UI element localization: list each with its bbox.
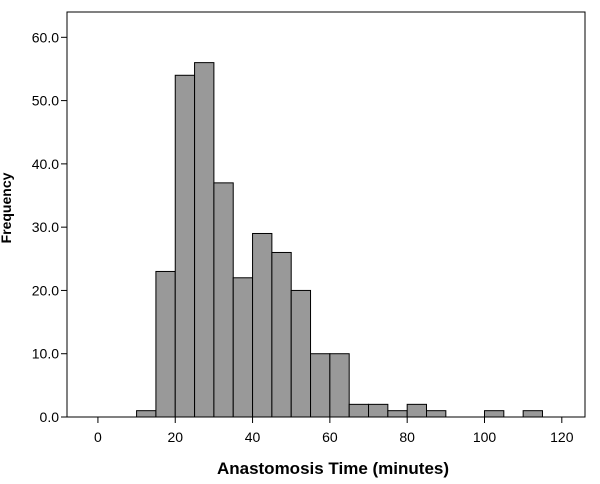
histogram-bar — [232, 277, 254, 418]
y-axis: 0.0 10.0 20.0 30.0 40.0 50.0 60.0 — [32, 29, 67, 425]
x-tick-label: 40 — [245, 429, 261, 445]
histogram-bar — [271, 251, 292, 418]
y-tick-label: 10.0 — [32, 346, 59, 362]
histogram-bar — [174, 74, 196, 418]
y-axis-title: Frequency — [0, 172, 14, 243]
histogram-bar — [194, 62, 215, 418]
x-axis-title: Anastomosis Time (minutes) — [217, 459, 449, 478]
histogram-bar — [406, 403, 428, 418]
histogram-bar — [348, 403, 370, 418]
histogram-bar — [368, 403, 389, 418]
y-tick-label: 0.0 — [40, 409, 60, 425]
y-tick-label: 50.0 — [32, 93, 59, 109]
x-tick-label: 60 — [322, 429, 338, 445]
x-tick-label: 20 — [167, 429, 183, 445]
histogram-bar — [426, 410, 447, 418]
histogram-bars — [136, 62, 543, 418]
y-tick-label: 20.0 — [32, 282, 59, 298]
histogram-bar — [213, 182, 234, 418]
histogram-bar — [155, 270, 176, 418]
x-tick-label: 100 — [473, 429, 497, 445]
y-tick-label: 30.0 — [32, 219, 59, 235]
x-tick-label: 120 — [550, 429, 574, 445]
x-tick-label: 80 — [399, 429, 415, 445]
x-tick-label: 0 — [94, 429, 102, 445]
histogram-bar — [136, 410, 157, 418]
y-tick-label: 60.0 — [32, 29, 59, 45]
histogram-bar — [483, 410, 505, 418]
histogram-bar — [329, 353, 350, 418]
y-tick-label: 40.0 — [32, 156, 59, 172]
x-axis: 0 20 40 60 80 100 120 — [94, 417, 574, 445]
histogram-bar — [310, 353, 331, 418]
histogram-bar — [387, 410, 408, 418]
histogram-bar — [522, 410, 543, 418]
histogram-bar — [290, 289, 312, 418]
plot-frame — [66, 11, 586, 418]
histogram-bar — [252, 232, 273, 418]
